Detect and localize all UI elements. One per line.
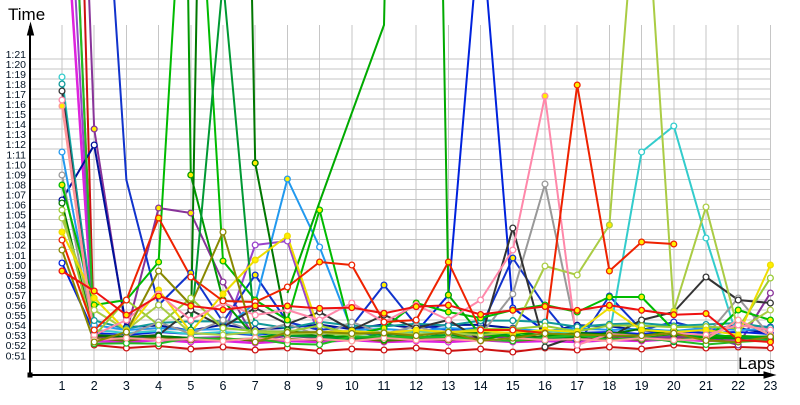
svg-text:0:56: 0:56 (6, 300, 27, 312)
svg-text:1:07: 1:07 (6, 189, 27, 201)
svg-text:1:06: 1:06 (6, 200, 27, 212)
svg-text:6: 6 (220, 379, 227, 393)
svg-text:1:01: 1:01 (6, 250, 27, 262)
svg-text:9: 9 (316, 379, 323, 393)
svg-text:1:21: 1:21 (6, 49, 27, 61)
svg-text:1:00: 1:00 (6, 260, 27, 272)
svg-text:16: 16 (538, 379, 552, 393)
svg-text:3: 3 (123, 379, 130, 393)
svg-text:13: 13 (441, 379, 455, 393)
svg-text:1:12: 1:12 (6, 139, 27, 151)
svg-text:2: 2 (91, 379, 98, 393)
svg-text:1:02: 1:02 (6, 240, 27, 252)
svg-text:1:14: 1:14 (6, 119, 27, 131)
svg-text:1:10: 1:10 (6, 159, 27, 171)
svg-text:1:16: 1:16 (6, 99, 27, 111)
svg-text:7: 7 (252, 379, 259, 393)
svg-text:21: 21 (699, 379, 713, 393)
svg-text:11: 11 (378, 379, 391, 393)
svg-text:19: 19 (635, 379, 649, 393)
svg-text:0:55: 0:55 (6, 310, 27, 322)
svg-text:8: 8 (284, 379, 291, 393)
svg-text:1: 1 (59, 379, 66, 393)
svg-text:1:03: 1:03 (6, 230, 27, 242)
svg-text:1:05: 1:05 (6, 210, 27, 222)
svg-text:1:19: 1:19 (6, 69, 27, 81)
svg-text:17: 17 (570, 379, 584, 393)
svg-text:1:17: 1:17 (6, 89, 27, 101)
svg-text:22: 22 (731, 379, 745, 393)
svg-text:0:54: 0:54 (6, 320, 27, 332)
svg-text:0:51: 0:51 (6, 350, 27, 362)
svg-text:4: 4 (155, 379, 162, 393)
svg-text:14: 14 (474, 379, 488, 393)
svg-text:0:58: 0:58 (6, 280, 27, 292)
svg-text:0:52: 0:52 (6, 340, 27, 352)
svg-text:23: 23 (763, 379, 777, 393)
svg-text:Laps: Laps (738, 354, 775, 373)
svg-text:0:53: 0:53 (6, 330, 27, 342)
svg-text:1:08: 1:08 (6, 179, 27, 191)
svg-text:5: 5 (187, 379, 194, 393)
svg-text:1:04: 1:04 (6, 220, 27, 232)
svg-text:0:57: 0:57 (6, 290, 27, 302)
svg-text:0:59: 0:59 (6, 270, 27, 282)
svg-text:1:18: 1:18 (6, 79, 27, 91)
svg-text:15: 15 (506, 379, 520, 393)
svg-text:Time: Time (8, 5, 45, 24)
svg-text:1:13: 1:13 (6, 129, 27, 141)
svg-text:12: 12 (409, 379, 423, 393)
svg-text:18: 18 (602, 379, 616, 393)
svg-text:1:11: 1:11 (6, 149, 26, 161)
svg-text:1:09: 1:09 (6, 169, 27, 181)
svg-text:1:20: 1:20 (6, 59, 27, 71)
svg-text:10: 10 (345, 379, 359, 393)
svg-text:1:15: 1:15 (6, 109, 27, 121)
svg-text:20: 20 (667, 379, 681, 393)
